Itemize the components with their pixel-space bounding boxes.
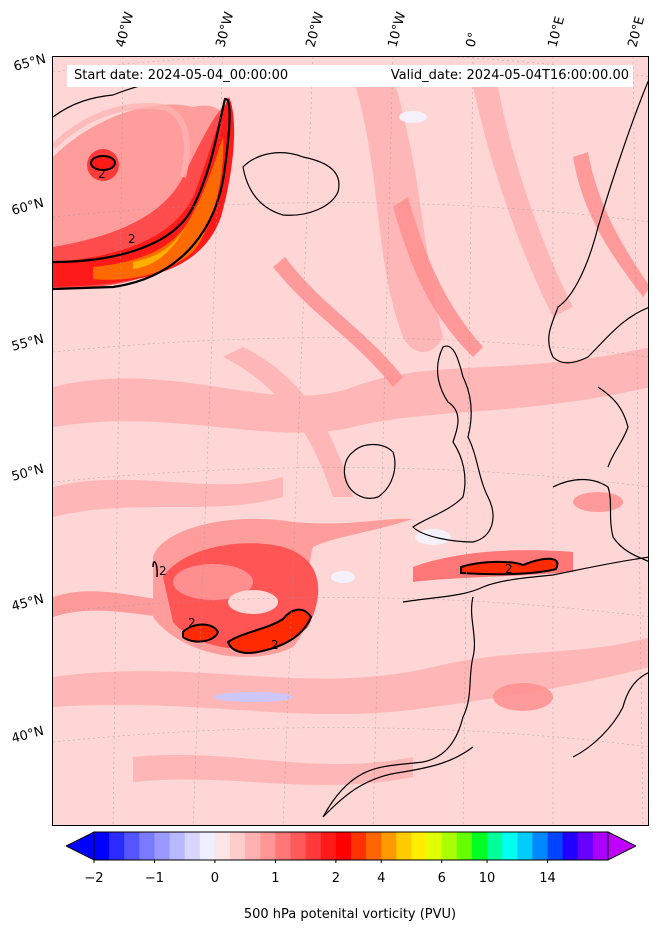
- colorbar-segment: [577, 832, 594, 860]
- contour-label-nw-2: 2: [128, 232, 136, 246]
- colorbar-segment: [381, 832, 397, 860]
- colorbar-label: 500 hPa potenital vorticity (PVU): [243, 907, 457, 922]
- contour-label-sw-1: 2: [188, 616, 196, 630]
- valid-date-label: Valid_date: 2024-05-04T16:00:00.00: [390, 68, 629, 83]
- colorbar-segment: [169, 832, 186, 860]
- colorbar-segment: [214, 832, 231, 860]
- lon-label-30w: 30°W: [213, 10, 238, 49]
- colorbar-tick-label: 14: [539, 871, 556, 886]
- lat-label-60n: 60°N: [10, 195, 46, 219]
- lon-label-20e: 20°E: [625, 14, 649, 50]
- colorbar: [66, 831, 636, 863]
- lat-label-65n: 65°N: [12, 51, 48, 75]
- colorbar-segment: [290, 832, 307, 860]
- lat-label-40n: 40°N: [10, 723, 46, 747]
- colorbar-segment: [411, 832, 428, 860]
- lon-label-40w: 40°W: [113, 10, 138, 49]
- colorbar-segment: [305, 832, 322, 860]
- lat-label-55n: 55°N: [10, 331, 46, 355]
- colorbar-segment: [396, 832, 412, 860]
- colorbar-segment: [502, 832, 518, 860]
- colorbar-segment: [562, 832, 579, 860]
- colorbar-segment: [154, 832, 171, 860]
- colorbar-segment: [351, 832, 367, 860]
- lat-label-45n: 45°N: [10, 591, 46, 615]
- colorbar-segment: [471, 832, 488, 860]
- colorbar-extend-max: [607, 831, 636, 861]
- colorbar-segment: [94, 832, 110, 860]
- lon-label-10e: 10°E: [545, 14, 569, 50]
- colorbar-segment: [184, 832, 201, 860]
- colorbar-segment: [230, 832, 246, 860]
- colorbar-segment: [441, 832, 458, 860]
- colorbar-segment: [547, 832, 564, 860]
- contour-label-sw-2: 2: [271, 638, 279, 652]
- colorbar-segment: [532, 832, 549, 860]
- colorbar-segment: [320, 832, 337, 860]
- date-header: Start date: 2024-05-04_00:00:00 Valid_da…: [67, 65, 633, 87]
- colorbar-tick-label: 6: [437, 871, 446, 886]
- contour-label-sw-3: 2: [159, 564, 167, 578]
- colorbar-segment: [487, 832, 503, 860]
- colorbar-segment: [245, 832, 261, 860]
- colorbar-tick-label: 1: [271, 871, 280, 886]
- colorbar-segment: [426, 832, 443, 860]
- colorbar-extend-min: [66, 831, 95, 861]
- colorbar-segment: [124, 832, 140, 860]
- contour-label-nw-1: 2: [98, 167, 106, 181]
- start-date-label: Start date: 2024-05-04_00:00:00: [74, 68, 289, 83]
- colorbar-tick-label: 0: [210, 871, 220, 886]
- colorbar-tick-label: −2: [84, 871, 104, 886]
- colorbar-frame: [93, 831, 609, 861]
- colorbar-segment: [335, 832, 352, 860]
- lon-label-20w: 20°W: [303, 10, 328, 49]
- colorbar-segment: [366, 832, 382, 860]
- colorbar-segment: [517, 832, 533, 860]
- lon-label-10w: 10°W: [385, 10, 410, 49]
- colorbar-tick-label: 4: [377, 871, 386, 886]
- pv-map: 2 2 2 2 2 2: [52, 56, 649, 826]
- colorbar-segment: [139, 832, 155, 860]
- lat-label-50n: 50°N: [10, 461, 46, 485]
- lon-label-0: 0°: [463, 30, 482, 49]
- colorbar-tick-label: 2: [331, 871, 341, 886]
- colorbar-segment: [260, 832, 276, 860]
- colorbar-segment: [199, 832, 216, 860]
- contour-label-channel: 2: [505, 562, 513, 576]
- colorbar-tick-label: −1: [144, 871, 165, 886]
- colorbar-segment: [592, 832, 609, 860]
- colorbar-segment: [456, 832, 473, 860]
- pv-field-plot: 2 2 2 2 2 2: [53, 57, 648, 825]
- colorbar-tick-label: 10: [478, 871, 496, 886]
- colorbar-segment: [109, 832, 125, 860]
- colorbar-segment: [275, 832, 292, 860]
